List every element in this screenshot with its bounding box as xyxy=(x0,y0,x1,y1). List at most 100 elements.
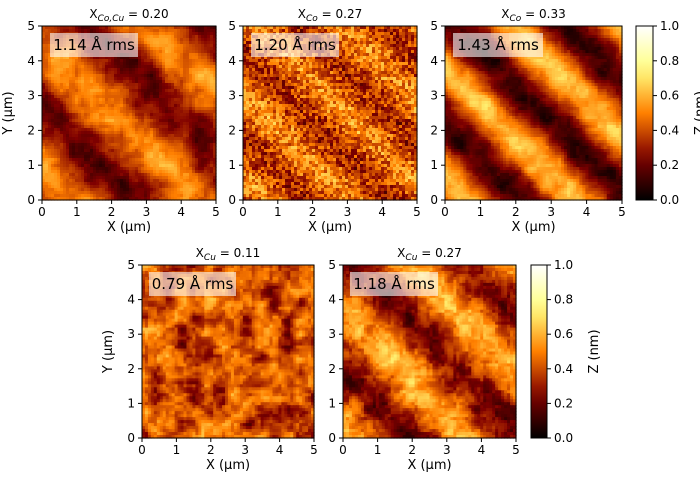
x-tick-label: 4 xyxy=(583,205,591,219)
y-tick-label: 1 xyxy=(27,158,35,172)
y-axis-label: Y (μm) xyxy=(101,330,116,374)
rms-box xyxy=(251,33,339,57)
y-tick-label: 2 xyxy=(328,362,336,376)
afm-panel-2: 0 1 2 3 4 5 0 1 2 3 4 5 X (μm) XCo = 0.27 1.20 Å rms xyxy=(228,7,420,235)
x-tick-label: 5 xyxy=(310,443,318,457)
x-tick-label: 2 xyxy=(309,205,317,219)
x-tick-label: 5 xyxy=(618,205,626,219)
x-tick-label: 2 xyxy=(512,205,520,219)
title-value: = 0.33 xyxy=(521,7,565,21)
title-value: = 0.20 xyxy=(124,7,168,21)
colorbar-tick-label: 1.0 xyxy=(660,19,679,33)
y-tick-label: 4 xyxy=(328,293,336,307)
title-subscript: Co,Cu xyxy=(98,14,125,24)
x-tick-label: 3 xyxy=(344,205,352,219)
title-main: X xyxy=(196,246,204,260)
x-tick-label: 5 xyxy=(212,205,220,219)
x-tick-label: 4 xyxy=(378,205,386,219)
y-tick-label: 3 xyxy=(127,327,135,341)
colorbar-tick-label: 0.2 xyxy=(660,158,679,172)
x-tick-label: 3 xyxy=(143,205,151,219)
afm-panel-5: 0 1 2 3 4 5 0 1 2 3 4 5 X (μm) XCu = 0.27 1.18 Å rms xyxy=(328,246,519,473)
panel-title: XCo = 0.33 xyxy=(501,7,565,24)
x-tick-label: 5 xyxy=(512,443,520,457)
y-axis-label: Y (μm) xyxy=(1,91,16,135)
panel-title: XCo = 0.27 xyxy=(298,7,362,24)
x-tick-label: 5 xyxy=(413,205,421,219)
x-axis-label: X (μm) xyxy=(407,458,451,473)
y-tick-label: 3 xyxy=(430,89,438,103)
y-tick-label: 1 xyxy=(228,158,236,172)
x-tick-label: 1 xyxy=(477,205,485,219)
y-tick-label: 0 xyxy=(127,431,135,445)
x-tick-label: 3 xyxy=(241,443,249,457)
y-tick-label: 2 xyxy=(228,123,236,137)
colorbar-label: Z (nm) xyxy=(587,329,602,373)
axes-frame xyxy=(242,25,418,201)
rms-annotation: 1.18 Å rms xyxy=(353,274,435,293)
x-axis-label: X (μm) xyxy=(107,220,151,235)
colorbar-tick-label: 0.0 xyxy=(660,193,679,207)
colorbar-tick-label: 0.4 xyxy=(660,123,679,137)
colorbar-tick-label: 0.8 xyxy=(660,54,679,68)
y-tick-label: 4 xyxy=(228,54,236,68)
x-tick-label: 2 xyxy=(108,205,116,219)
x-tick-label: 0 xyxy=(441,205,449,219)
x-axis-label: X (μm) xyxy=(206,458,250,473)
title-main: X xyxy=(298,7,306,21)
title-main: X xyxy=(89,7,97,21)
x-axis-label: X (μm) xyxy=(511,220,555,235)
y-tick-label: 4 xyxy=(27,54,35,68)
rms-annotation: 1.14 Å rms xyxy=(53,35,135,54)
x-tick-label: 0 xyxy=(138,443,146,457)
x-tick-label: 1 xyxy=(173,443,181,457)
rms-box xyxy=(149,272,236,296)
afm-panel-3: 0 1 2 3 4 5 0 1 2 3 4 5 X (μm) XCo = 0.33 1.43 Å rms xyxy=(430,7,625,235)
colorbar-label: Z (nm) xyxy=(693,91,700,135)
axes-frame xyxy=(342,264,517,439)
colorbar-gradient xyxy=(635,25,654,201)
x-tick-label: 1 xyxy=(73,205,81,219)
title-value: = 0.27 xyxy=(417,246,461,260)
title-value: = 0.11 xyxy=(216,246,260,260)
x-tick-label: 4 xyxy=(177,205,185,219)
y-tick-label: 4 xyxy=(127,293,135,307)
y-tick-label: 5 xyxy=(430,19,438,33)
title-main: X xyxy=(501,7,509,21)
y-tick-label: 2 xyxy=(27,123,35,137)
axes-frame xyxy=(41,25,217,201)
x-axis-label: X (μm) xyxy=(308,220,352,235)
colorbar-1: 0.0 0.2 0.4 0.6 0.8 1.0 Z (nm) xyxy=(635,19,700,207)
colorbar-gradient xyxy=(530,264,548,439)
panel-title: XCo,Cu = 0.20 xyxy=(89,7,168,24)
title-value: = 0.27 xyxy=(318,7,362,21)
colorbar-tick-label: 0.6 xyxy=(660,89,679,103)
colorbar-2: 0.0 0.2 0.4 0.6 0.8 1.0 Z (nm) xyxy=(530,258,602,445)
x-tick-label: 1 xyxy=(374,443,382,457)
rms-box xyxy=(453,33,543,57)
colorbar-tick-label: 0.6 xyxy=(554,327,573,341)
colorbar-tick-label: 0.2 xyxy=(554,396,573,410)
afm-panel-1: 0 1 2 3 4 5 0 1 2 3 4 5 X (μm) Y (μm) XCo,Cu = 0.20 1.1… xyxy=(1,7,220,235)
y-tick-label: 5 xyxy=(228,19,236,33)
y-tick-label: 3 xyxy=(328,327,336,341)
x-tick-label: 2 xyxy=(408,443,416,457)
x-tick-label: 0 xyxy=(339,443,347,457)
y-tick-label: 5 xyxy=(328,258,336,272)
y-tick-label: 0 xyxy=(328,431,336,445)
y-tick-label: 3 xyxy=(228,89,236,103)
y-tick-label: 0 xyxy=(430,193,438,207)
y-tick-label: 1 xyxy=(328,396,336,410)
heatmap-image xyxy=(445,26,623,201)
x-tick-label: 0 xyxy=(38,205,46,219)
y-tick-label: 4 xyxy=(430,54,438,68)
rms-annotation: 1.20 Å rms xyxy=(254,35,336,54)
title-subscript: Co xyxy=(306,14,318,24)
x-tick-label: 4 xyxy=(276,443,284,457)
x-tick-label: 1 xyxy=(274,205,282,219)
y-tick-label: 2 xyxy=(127,362,135,376)
axes-frame xyxy=(141,264,315,439)
rms-annotation: 0.79 Å rms xyxy=(152,274,234,293)
panel-title: XCu = 0.11 xyxy=(196,246,261,263)
x-tick-label: 3 xyxy=(547,205,555,219)
